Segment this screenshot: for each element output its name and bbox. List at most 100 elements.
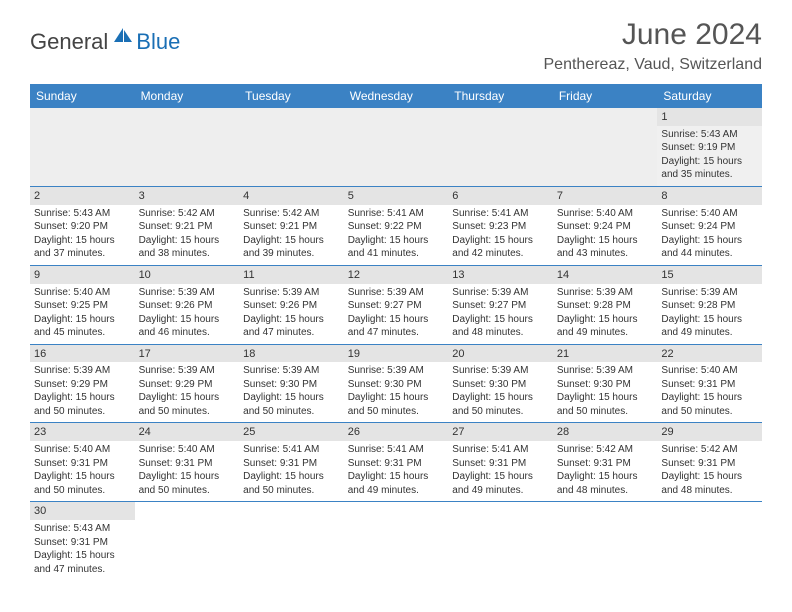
day-header: Sunday [30,84,135,108]
cell-info-line: Daylight: 15 hours [661,470,758,484]
cell-info-line: and 50 minutes. [243,405,340,419]
day-number: 17 [135,345,240,363]
cell-info-line: and 49 minutes. [452,484,549,498]
calendar-cell [657,502,762,580]
cell-info-line: Sunset: 9:31 PM [348,457,445,471]
cell-info-line: and 38 minutes. [139,247,236,261]
cell-info-line: Daylight: 15 hours [243,391,340,405]
day-number: 19 [344,345,449,363]
cell-info-line: Sunset: 9:29 PM [139,378,236,392]
header: General Blue June 2024 Penthereaz, Vaud,… [30,18,762,74]
cell-info-line: Daylight: 15 hours [452,313,549,327]
calendar-cell [344,108,449,186]
calendar-cell: 27Sunrise: 5:41 AMSunset: 9:31 PMDayligh… [448,423,553,501]
calendar-cell: 20Sunrise: 5:39 AMSunset: 9:30 PMDayligh… [448,345,553,423]
cell-info-line: and 35 minutes. [661,168,758,182]
cell-info-line: Sunrise: 5:39 AM [557,364,654,378]
cell-info-line: Daylight: 15 hours [348,391,445,405]
calendar-cell [30,108,135,186]
cell-info-line: and 50 minutes. [34,484,131,498]
day-number: 2 [30,187,135,205]
cell-info-line: Daylight: 15 hours [557,391,654,405]
calendar-cell: 2Sunrise: 5:43 AMSunset: 9:20 PMDaylight… [30,187,135,265]
day-number: 24 [135,423,240,441]
week-row: 23Sunrise: 5:40 AMSunset: 9:31 PMDayligh… [30,423,762,502]
cell-info-line: Sunset: 9:31 PM [243,457,340,471]
cell-info-line: Daylight: 15 hours [348,470,445,484]
cell-info-line: Sunset: 9:30 PM [348,378,445,392]
cell-info-line: Daylight: 15 hours [34,313,131,327]
cell-info-line: Daylight: 15 hours [661,155,758,169]
cell-info-line: Sunrise: 5:39 AM [139,286,236,300]
cell-info-line: Sunrise: 5:39 AM [452,364,549,378]
day-number: 15 [657,266,762,284]
cell-info-line: Daylight: 15 hours [34,391,131,405]
cell-info-line: and 50 minutes. [452,405,549,419]
cell-info-line: Sunrise: 5:43 AM [34,522,131,536]
cell-info-line: Sunset: 9:31 PM [34,457,131,471]
calendar-cell: 9Sunrise: 5:40 AMSunset: 9:25 PMDaylight… [30,266,135,344]
logo-text-general: General [30,29,108,55]
cell-info-line: Daylight: 15 hours [139,470,236,484]
cell-info-line: and 45 minutes. [34,326,131,340]
cell-info-line: Sunrise: 5:39 AM [661,286,758,300]
cell-info-line: and 49 minutes. [348,484,445,498]
calendar-cell [344,502,449,580]
cell-info-line: and 47 minutes. [348,326,445,340]
cell-info-line: Sunrise: 5:40 AM [139,443,236,457]
calendar-cell: 18Sunrise: 5:39 AMSunset: 9:30 PMDayligh… [239,345,344,423]
day-number: 5 [344,187,449,205]
cell-info-line: Sunset: 9:19 PM [661,141,758,155]
calendar-cell: 26 Sunrise: 5:41 AMSunset: 9:31 PMDayligh… [344,423,449,501]
calendar-cell: 15Sunrise: 5:39 AMSunset: 9:28 PMDayligh… [657,266,762,344]
cell-info-line: Sunrise: 5:42 AM [661,443,758,457]
cell-info-line: Sunset: 9:30 PM [557,378,654,392]
calendar-cell: 16Sunrise: 5:39 AMSunset: 9:29 PMDayligh… [30,345,135,423]
calendar-cell: 21Sunrise: 5:39 AMSunset: 9:30 PMDayligh… [553,345,658,423]
cell-info-line: and 49 minutes. [557,326,654,340]
cell-info-line: and 48 minutes. [452,326,549,340]
cell-info-line: and 43 minutes. [557,247,654,261]
calendar-cell: 7Sunrise: 5:40 AMSunset: 9:24 PMDaylight… [553,187,658,265]
calendar-cell: 3Sunrise: 5:42 AMSunset: 9:21 PMDaylight… [135,187,240,265]
weeks-container: 1Sunrise: 5:43 AMSunset: 9:19 PMDaylight… [30,108,762,580]
cell-info-line: Daylight: 15 hours [452,470,549,484]
cell-info-line: Sunset: 9:24 PM [557,220,654,234]
calendar-cell [553,502,658,580]
day-number: 10 [135,266,240,284]
cell-info-line: and 50 minutes. [557,405,654,419]
calendar-cell [239,108,344,186]
cell-info-line: Daylight: 15 hours [34,234,131,248]
day-number: 3 [135,187,240,205]
cell-info-line: Daylight: 15 hours [348,234,445,248]
day-number: 25 [239,423,344,441]
cell-info-line: Sunset: 9:23 PM [452,220,549,234]
cell-info-line: Sunrise: 5:43 AM [34,207,131,221]
calendar-cell: 19Sunrise: 5:39 AMSunset: 9:30 PMDayligh… [344,345,449,423]
cell-info-line: Sunrise: 5:41 AM [452,207,549,221]
week-row: 2Sunrise: 5:43 AMSunset: 9:20 PMDaylight… [30,187,762,266]
cell-info-line: Daylight: 15 hours [557,234,654,248]
cell-info-line: Sunrise: 5:40 AM [661,207,758,221]
week-row: 1Sunrise: 5:43 AMSunset: 9:19 PMDaylight… [30,108,762,187]
calendar-cell: 1Sunrise: 5:43 AMSunset: 9:19 PMDaylight… [657,108,762,186]
cell-info-line: Sunrise: 5:39 AM [139,364,236,378]
cell-info-line: and 50 minutes. [348,405,445,419]
day-header: Saturday [657,84,762,108]
title-block: June 2024 Penthereaz, Vaud, Switzerland [544,18,763,74]
day-number: 20 [448,345,553,363]
cell-info-line: Daylight: 15 hours [557,470,654,484]
cell-info-line: Sunset: 9:31 PM [34,536,131,550]
calendar: SundayMondayTuesdayWednesdayThursdayFrid… [30,84,762,580]
cell-info-line: Sunrise: 5:41 AM [348,443,445,457]
cell-info-line: and 50 minutes. [139,405,236,419]
cell-info-line: and 46 minutes. [139,326,236,340]
calendar-cell: 12Sunrise: 5:39 AMSunset: 9:27 PMDayligh… [344,266,449,344]
day-number: 26 [344,423,449,441]
month-title: June 2024 [544,18,763,52]
day-header: Friday [553,84,658,108]
cell-info-line: Sunrise: 5:39 AM [243,286,340,300]
day-number: 13 [448,266,553,284]
calendar-cell: 24Sunrise: 5:40 AMSunset: 9:31 PMDayligh… [135,423,240,501]
week-row: 30Sunrise: 5:43 AMSunset: 9:31 PMDayligh… [30,502,762,580]
